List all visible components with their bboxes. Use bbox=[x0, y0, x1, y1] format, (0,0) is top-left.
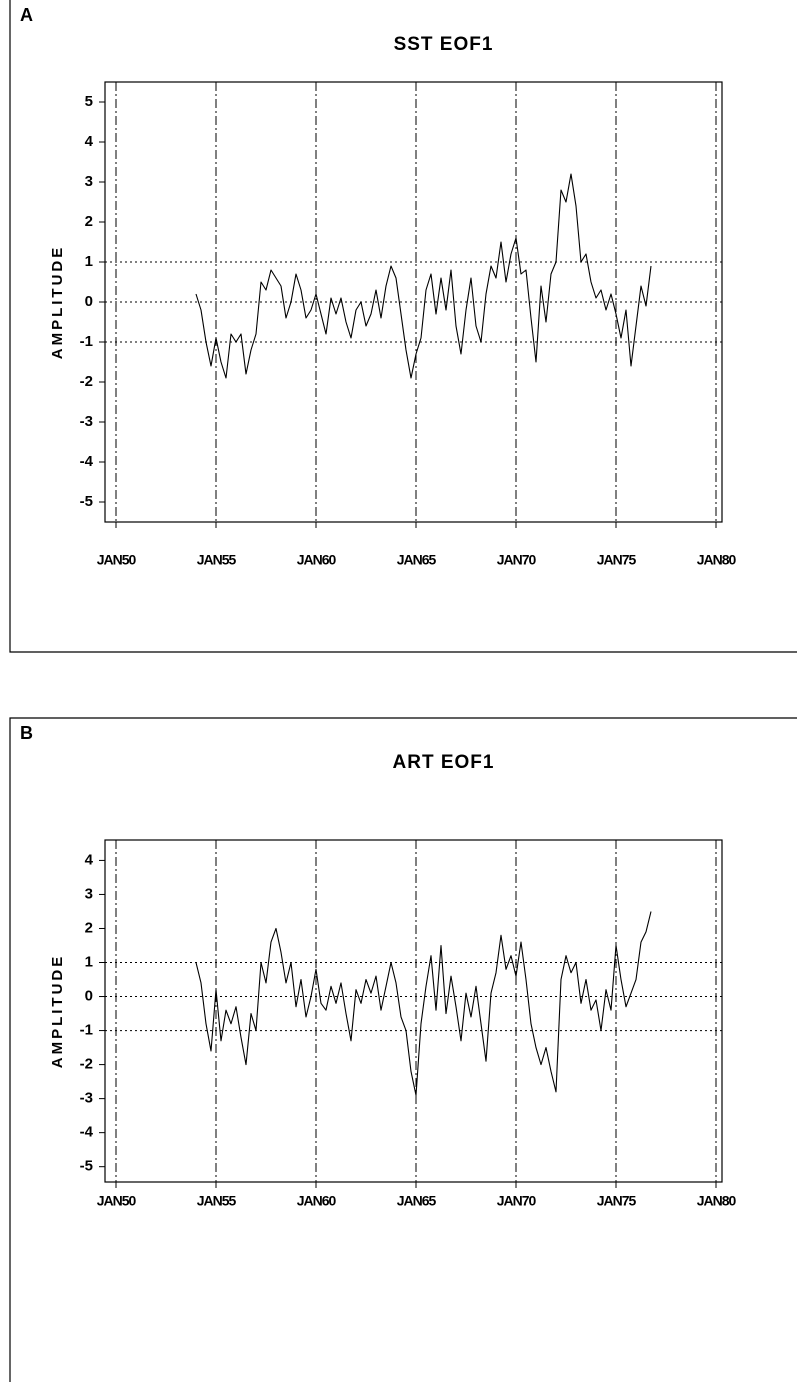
plot-frame bbox=[104, 81, 723, 523]
y-tick-label: 1 bbox=[85, 953, 93, 970]
y-tick-label: 0 bbox=[85, 988, 93, 1005]
panel-label: B bbox=[20, 723, 33, 743]
y-tick-label: -5 bbox=[80, 493, 93, 510]
y-tick-label: 5 bbox=[85, 93, 93, 110]
chart-title: SST EOF1 bbox=[394, 34, 494, 55]
x-tick-label: JAN75 bbox=[597, 1193, 637, 1209]
y-tick-label: 4 bbox=[85, 133, 94, 150]
plot-frame bbox=[104, 839, 723, 1183]
panel-frame bbox=[9, 717, 797, 1382]
x-tick-label: JAN70 bbox=[497, 1193, 537, 1209]
x-tick-label: JAN50 bbox=[97, 552, 137, 568]
y-tick-label: -4 bbox=[80, 1124, 94, 1141]
y-tick-label: -1 bbox=[80, 333, 93, 350]
chart-title: ART EOF1 bbox=[393, 752, 495, 773]
y-tick-label: 3 bbox=[85, 885, 93, 902]
y-tick-label: -2 bbox=[80, 373, 93, 390]
y-tick-label: -4 bbox=[80, 453, 94, 470]
x-tick-label: JAN50 bbox=[97, 1193, 137, 1209]
x-tick-label: JAN55 bbox=[197, 1193, 237, 1209]
y-tick-label: -1 bbox=[80, 1022, 93, 1039]
panel-frame bbox=[9, 0, 797, 653]
x-tick-label: JAN65 bbox=[397, 552, 437, 568]
x-tick-label: JAN80 bbox=[697, 552, 737, 568]
x-tick-label: JAN55 bbox=[197, 552, 237, 568]
x-tick-label: JAN65 bbox=[397, 1193, 437, 1209]
panel-label: A bbox=[20, 5, 33, 25]
y-tick-label: 3 bbox=[85, 173, 93, 190]
y-tick-label: -3 bbox=[80, 1090, 93, 1107]
y-tick-label: 4 bbox=[85, 851, 94, 868]
x-tick-label: JAN60 bbox=[297, 552, 337, 568]
y-tick-label: 2 bbox=[85, 919, 93, 936]
y-axis-label: AMPLITUDE bbox=[49, 245, 66, 360]
y-tick-label: 0 bbox=[85, 293, 93, 310]
data-line bbox=[195, 911, 652, 1096]
y-tick-label: 1 bbox=[85, 253, 93, 270]
y-tick-label: 2 bbox=[85, 213, 93, 230]
data-line bbox=[195, 173, 652, 379]
x-tick-label: JAN80 bbox=[697, 1193, 737, 1209]
y-tick-label: -2 bbox=[80, 1056, 93, 1073]
x-tick-label: JAN70 bbox=[497, 552, 537, 568]
y-axis-label: AMPLITUDE bbox=[49, 954, 66, 1069]
y-tick-label: -5 bbox=[80, 1158, 93, 1175]
y-tick-label: -3 bbox=[80, 413, 93, 430]
x-tick-label: JAN75 bbox=[597, 552, 637, 568]
x-tick-label: JAN60 bbox=[297, 1193, 337, 1209]
